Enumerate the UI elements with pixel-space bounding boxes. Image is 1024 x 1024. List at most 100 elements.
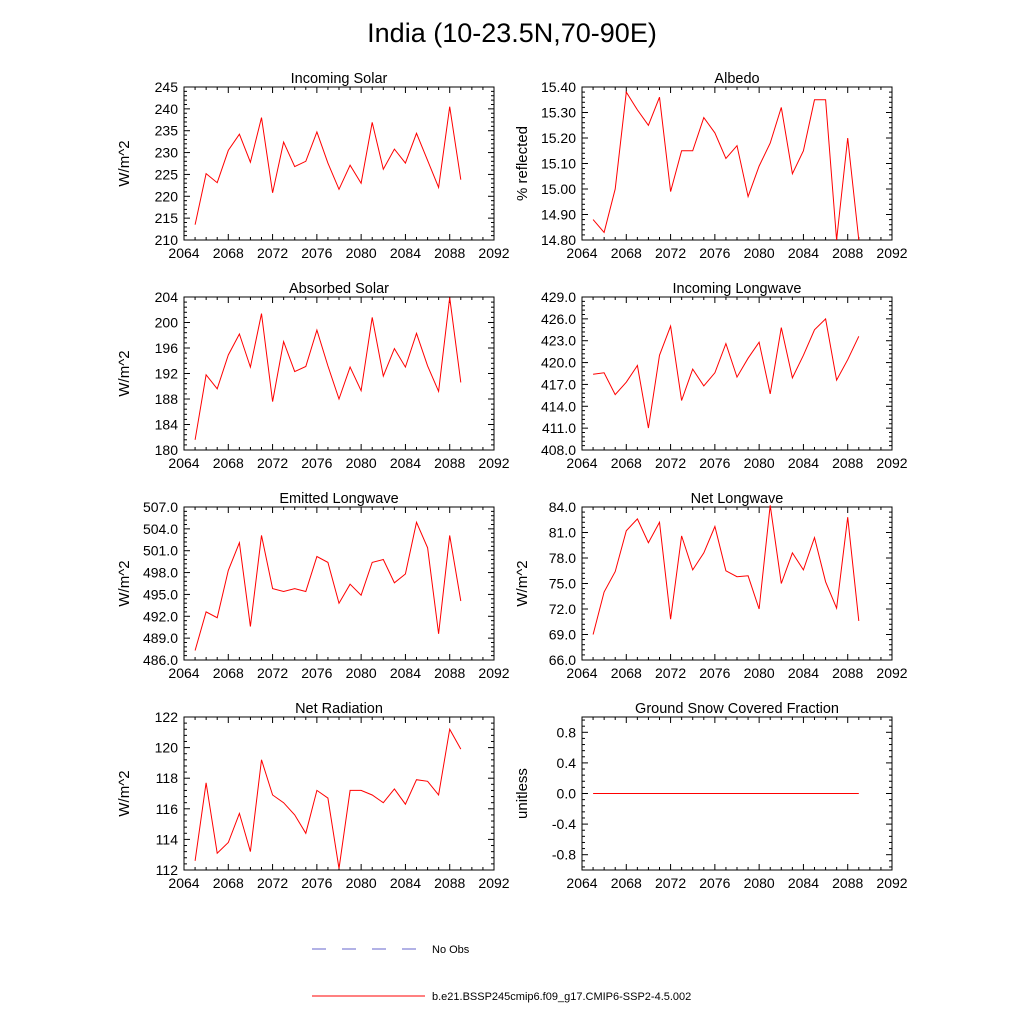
x-tick-label: 2068 xyxy=(611,875,642,891)
y-tick-label: 188 xyxy=(155,391,179,407)
y-tick-label: 235 xyxy=(155,123,179,139)
x-tick-label: 2088 xyxy=(434,875,465,891)
y-tick-label: 0.4 xyxy=(557,755,577,771)
x-tick-label: 2076 xyxy=(699,455,730,471)
legend-obs-label: No Obs xyxy=(432,944,470,956)
y-tick-label: 417.0 xyxy=(541,376,576,392)
y-tick-label: 245 xyxy=(155,79,179,95)
x-tick-label: 2072 xyxy=(257,455,288,471)
x-tick-label: 2084 xyxy=(788,455,819,471)
panel-title: Incoming Solar xyxy=(291,71,388,87)
x-tick-label: 2092 xyxy=(876,455,907,471)
plot-frame xyxy=(581,506,893,661)
x-tick-label: 2092 xyxy=(876,875,907,891)
y-tick-label: 504.0 xyxy=(143,521,178,537)
y-tick-label: 408.0 xyxy=(541,442,576,458)
x-tick-label: 2076 xyxy=(699,665,730,681)
x-tick-label: 2076 xyxy=(301,875,332,891)
y-axis-label: W/m^2 xyxy=(116,770,133,816)
y-axis-label: unitless xyxy=(514,768,531,819)
chart-panel: Absorbed Solar 2064 2068 2072 2076 2080 2084 20… xyxy=(116,281,510,471)
x-tick-label: 2084 xyxy=(788,665,819,681)
x-tick-label: 2080 xyxy=(346,875,377,891)
x-tick-label: 2080 xyxy=(346,665,377,681)
x-tick-label: 2068 xyxy=(213,245,244,261)
y-tick-label: 204 xyxy=(155,289,179,305)
panel-title: Absorbed Solar xyxy=(289,281,389,297)
y-tick-label: 15.00 xyxy=(541,181,576,197)
y-tick-label: 184 xyxy=(155,417,179,433)
y-tick-label: 423.0 xyxy=(541,333,576,349)
chart-panel: Albedo 2064 2068 2072 2076 2080 2084 2088 2092 14… xyxy=(514,71,908,261)
panel-title: Emitted Longwave xyxy=(279,491,398,507)
x-tick-label: 2064 xyxy=(168,665,199,681)
series-line xyxy=(194,297,462,440)
x-tick-label: 2072 xyxy=(257,245,288,261)
panel-title: Ground Snow Covered Fraction xyxy=(635,701,839,717)
y-tick-label: 120 xyxy=(155,740,179,756)
chart-panel: Incoming Solar 2064 2068 2072 2076 2080 2084 20… xyxy=(116,71,510,261)
y-tick-label: 192 xyxy=(155,366,179,382)
y-tick-label: 180 xyxy=(155,442,179,458)
y-axis-label: W/m^2 xyxy=(514,560,531,606)
x-tick-label: 2064 xyxy=(168,875,199,891)
panel-title: Net Radiation xyxy=(295,701,383,717)
x-tick-label: 2072 xyxy=(257,665,288,681)
y-tick-label: 69.0 xyxy=(549,627,576,643)
x-tick-label: 2064 xyxy=(168,455,199,471)
y-tick-label: 196 xyxy=(155,340,179,356)
x-tick-label: 2088 xyxy=(832,455,863,471)
y-tick-label: 66.0 xyxy=(549,652,576,668)
page-title: India (10-23.5N,70-90E) xyxy=(367,18,657,48)
x-tick-label: 2092 xyxy=(876,665,907,681)
legend-model-label: b.e21.BSSP245cmip6.f09_g17.CMIP6-SSP2-4.… xyxy=(432,991,691,1003)
y-tick-label: 414.0 xyxy=(541,398,576,414)
x-tick-label: 2068 xyxy=(213,875,244,891)
x-tick-label: 2092 xyxy=(876,245,907,261)
x-tick-label: 2088 xyxy=(434,665,465,681)
y-tick-label: 15.40 xyxy=(541,79,576,95)
x-tick-label: 2064 xyxy=(566,245,597,261)
y-tick-label: 112 xyxy=(156,862,179,878)
chart-panel: Ground Snow Covered Fraction 2064 2068 2072… xyxy=(514,701,908,891)
y-tick-label: 84.0 xyxy=(549,499,576,515)
y-axis-label: % reflected xyxy=(514,126,531,201)
x-tick-label: 2064 xyxy=(168,245,199,261)
y-tick-label: 240 xyxy=(155,101,179,117)
y-tick-label: 495.0 xyxy=(143,586,178,602)
x-tick-label: 2072 xyxy=(655,665,686,681)
y-tick-label: 0.8 xyxy=(557,724,577,740)
y-tick-label: 72.0 xyxy=(549,601,576,617)
series-line xyxy=(194,727,462,869)
y-tick-label: 230 xyxy=(155,145,179,161)
x-tick-label: 2072 xyxy=(655,875,686,891)
y-tick-label: 498.0 xyxy=(143,565,178,581)
y-tick-label: 501.0 xyxy=(143,543,178,559)
series-line xyxy=(593,317,860,429)
x-tick-label: 2088 xyxy=(832,875,863,891)
series-line xyxy=(592,90,860,241)
y-tick-label: 489.0 xyxy=(143,630,178,646)
x-tick-label: 2068 xyxy=(213,455,244,471)
x-tick-label: 2092 xyxy=(478,245,509,261)
x-tick-label: 2068 xyxy=(611,455,642,471)
y-axis-label: W/m^2 xyxy=(116,560,133,606)
x-tick-label: 2084 xyxy=(788,245,819,261)
chart-panel: Emitted Longwave 2064 2068 2072 2076 2080 2084… xyxy=(116,491,510,681)
chart-panel: Incoming Longwave 2064 2068 2072 2076 2080 208… xyxy=(541,281,908,471)
y-tick-label: 14.90 xyxy=(541,207,576,223)
plot-frame xyxy=(581,296,893,451)
x-tick-label: 2076 xyxy=(301,455,332,471)
x-tick-label: 2072 xyxy=(655,455,686,471)
x-tick-label: 2080 xyxy=(744,665,775,681)
panel-title: Net Longwave xyxy=(691,491,784,507)
x-tick-label: 2088 xyxy=(832,665,863,681)
y-tick-label: 426.0 xyxy=(541,311,576,327)
panel-title: Albedo xyxy=(714,71,759,87)
x-tick-label: 2076 xyxy=(301,665,332,681)
y-tick-label: 492.0 xyxy=(143,608,178,624)
y-tick-label: 486.0 xyxy=(143,652,178,668)
x-tick-label: 2080 xyxy=(744,245,775,261)
x-tick-label: 2084 xyxy=(390,455,421,471)
